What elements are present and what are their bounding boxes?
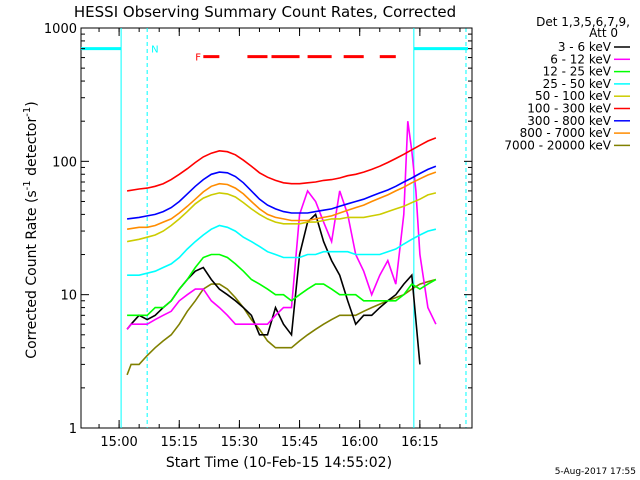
series-line (127, 253, 437, 317)
x-tick-label: 16:15 (401, 435, 438, 450)
night-label: N (151, 45, 158, 56)
legend-subtitle: Att 0 (589, 26, 618, 40)
x-tick-label: 15:45 (281, 435, 318, 450)
flare-label: F (195, 53, 201, 64)
x-tick-label: 16:00 (341, 435, 378, 450)
y-axis: 1 10 100 1000 (44, 22, 472, 437)
legend-item-label: 12 - 25 keV (543, 65, 612, 79)
series-line (127, 224, 437, 277)
legend-item-label: 100 - 300 keV (527, 102, 611, 116)
plot-frame (80, 27, 473, 429)
chart-title: HESSI Observing Summary Count Rates, Cor… (74, 3, 456, 21)
legend-item-label: 25 - 50 keV (543, 77, 612, 91)
x-axis: 15:00 15:15 15:30 15:45 16:00 16:15 (98, 28, 461, 450)
legend-item-label: 50 - 100 keV (535, 89, 612, 103)
series-line (126, 171, 437, 230)
footer-timestamp: 5-Aug-2017 17:55 (555, 467, 636, 477)
y-tick-label: 100 (52, 155, 77, 170)
legend-item-label: 6 - 12 keV (550, 52, 612, 66)
y-axis-label: Corrected Count Rate (s-1 detector-1) (22, 101, 40, 358)
legend-item-label: 300 - 800 keV (527, 114, 611, 128)
x-tick-label: 15:00 (100, 435, 137, 450)
legend-title: Det 1,3,5,6,7,9, (536, 15, 630, 29)
plot-area: NF (80, 27, 473, 429)
x-tick-label: 15:15 (161, 435, 198, 450)
y-tick-label: 1000 (44, 22, 77, 37)
series-line (126, 192, 437, 243)
series-line (127, 165, 437, 220)
series-line (126, 121, 437, 330)
y-tick-label: 1 (69, 422, 77, 437)
y-tick-label: 10 (60, 289, 77, 304)
x-tick-label: 15:30 (221, 435, 258, 450)
series-line (126, 137, 437, 192)
series-line (126, 212, 421, 365)
legend-item-label: 800 - 7000 keV (520, 126, 612, 140)
x-axis-label: Start Time (10-Feb-15 14:55:02) (166, 455, 392, 471)
series-line (126, 278, 437, 376)
legend-item-label: 3 - 6 keV (558, 40, 612, 54)
legend-item-label: 7000 - 20000 keV (504, 138, 611, 152)
